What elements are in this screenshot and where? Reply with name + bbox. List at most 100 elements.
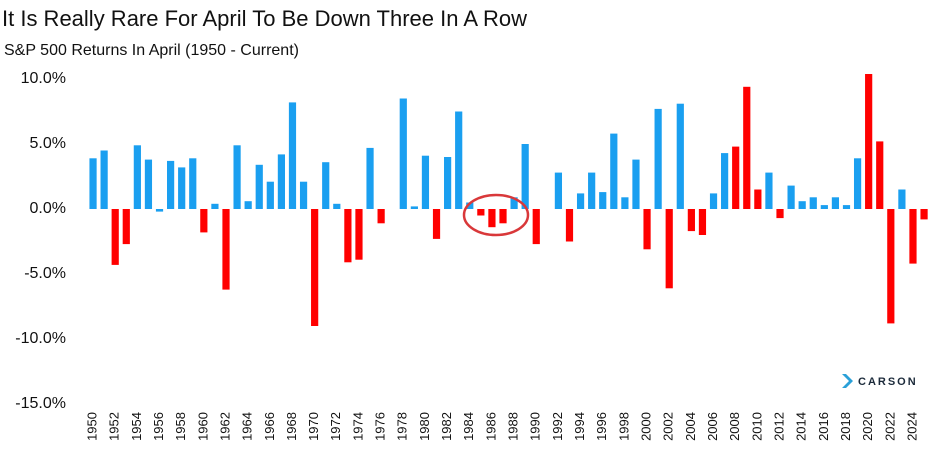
bar bbox=[133, 145, 141, 209]
bar bbox=[222, 209, 230, 290]
bar bbox=[477, 209, 485, 216]
bar bbox=[432, 209, 441, 239]
bar bbox=[588, 172, 596, 209]
x-tick-label: 1972 bbox=[328, 412, 343, 441]
bar bbox=[654, 108, 662, 209]
bar bbox=[532, 209, 540, 245]
bar bbox=[643, 209, 651, 250]
bar bbox=[122, 209, 130, 245]
bar bbox=[721, 153, 729, 209]
bar bbox=[776, 209, 784, 219]
bar bbox=[787, 185, 795, 209]
bar bbox=[100, 150, 108, 209]
x-tick-label: 1954 bbox=[129, 412, 144, 441]
x-tick-label: 1964 bbox=[240, 412, 255, 441]
x-tick-label: 2024 bbox=[904, 412, 919, 441]
bar bbox=[311, 209, 319, 326]
x-tick-label: 2002 bbox=[661, 412, 676, 441]
bar bbox=[798, 201, 806, 209]
bar bbox=[299, 181, 308, 209]
x-tick-label: 2018 bbox=[838, 412, 853, 441]
y-tick-label: 5.0% bbox=[30, 135, 66, 152]
x-tick-label: 2020 bbox=[860, 412, 875, 441]
bar bbox=[144, 159, 153, 209]
bar bbox=[809, 197, 817, 209]
bar bbox=[820, 205, 828, 209]
chart-title: It Is Really Rare For April To Be Down T… bbox=[2, 6, 527, 31]
bar bbox=[277, 154, 286, 209]
logo-mark bbox=[842, 374, 853, 388]
highlight-circle bbox=[462, 193, 530, 237]
x-tick-label: 2014 bbox=[794, 412, 809, 441]
x-tick-label: 1982 bbox=[439, 412, 454, 441]
bar bbox=[732, 146, 740, 209]
x-tick-label: 1994 bbox=[572, 412, 587, 441]
x-tick-label: 1958 bbox=[173, 412, 188, 441]
bar bbox=[466, 202, 474, 209]
bar bbox=[211, 203, 219, 209]
bar bbox=[355, 209, 363, 260]
bars bbox=[89, 74, 928, 326]
bar bbox=[754, 189, 762, 209]
bar bbox=[853, 158, 862, 209]
bar bbox=[898, 189, 906, 209]
x-tick-label: 1960 bbox=[195, 412, 210, 441]
x-tick-label: 1998 bbox=[616, 412, 631, 441]
bar bbox=[554, 172, 563, 209]
x-tick-label: 1968 bbox=[284, 412, 299, 441]
bar bbox=[565, 209, 574, 242]
bar bbox=[233, 145, 241, 209]
x-tick-label: 1974 bbox=[350, 412, 365, 441]
bar bbox=[521, 144, 529, 209]
bar bbox=[322, 162, 330, 209]
x-tick-label: 1978 bbox=[395, 412, 410, 441]
bar bbox=[576, 193, 585, 209]
bar bbox=[687, 209, 695, 232]
bar bbox=[266, 181, 274, 209]
bar bbox=[189, 158, 197, 209]
bar bbox=[455, 111, 463, 209]
x-tick-label: 1986 bbox=[483, 412, 498, 441]
bar bbox=[421, 155, 430, 209]
bar bbox=[344, 209, 352, 263]
bar bbox=[865, 74, 873, 210]
bar bbox=[887, 209, 895, 324]
bar bbox=[709, 193, 718, 209]
bar bbox=[621, 197, 629, 209]
bar bbox=[167, 160, 175, 209]
x-tick-label: 1962 bbox=[217, 412, 232, 441]
y-tick-label: -5.0% bbox=[24, 265, 66, 282]
bar bbox=[909, 209, 917, 264]
bar bbox=[698, 209, 707, 235]
bar bbox=[920, 209, 928, 220]
bar bbox=[155, 209, 164, 212]
bar bbox=[831, 197, 840, 209]
bar bbox=[178, 167, 186, 209]
bar bbox=[610, 133, 618, 209]
x-tick-label: 1992 bbox=[550, 412, 565, 441]
x-tick-label: 1952 bbox=[107, 412, 122, 441]
y-tick-label: 10.0% bbox=[21, 70, 66, 87]
x-tick-label: 1996 bbox=[594, 412, 609, 441]
bar bbox=[842, 205, 851, 209]
bar bbox=[632, 159, 640, 209]
bar bbox=[399, 98, 407, 209]
bar bbox=[89, 158, 97, 209]
x-tick-label: 1980 bbox=[417, 412, 432, 441]
bar bbox=[444, 157, 452, 209]
x-tick-label: 2008 bbox=[727, 412, 742, 441]
bar bbox=[499, 209, 507, 224]
bar bbox=[244, 201, 252, 209]
bar bbox=[333, 203, 341, 209]
bar bbox=[665, 209, 673, 289]
x-tick-label: 2010 bbox=[749, 412, 764, 441]
x-tick-label: 2004 bbox=[683, 412, 698, 441]
y-tick-label: -10.0% bbox=[15, 330, 66, 347]
x-tick-label: 1970 bbox=[306, 412, 321, 441]
bar bbox=[200, 209, 208, 233]
y-tick-label: 0.0% bbox=[30, 200, 66, 217]
x-tick-label: 2022 bbox=[882, 412, 897, 441]
bar bbox=[488, 209, 496, 228]
chart-subtitle: S&P 500 Returns In April (1950 - Current… bbox=[4, 42, 299, 59]
x-tick-label: 2016 bbox=[816, 412, 831, 441]
